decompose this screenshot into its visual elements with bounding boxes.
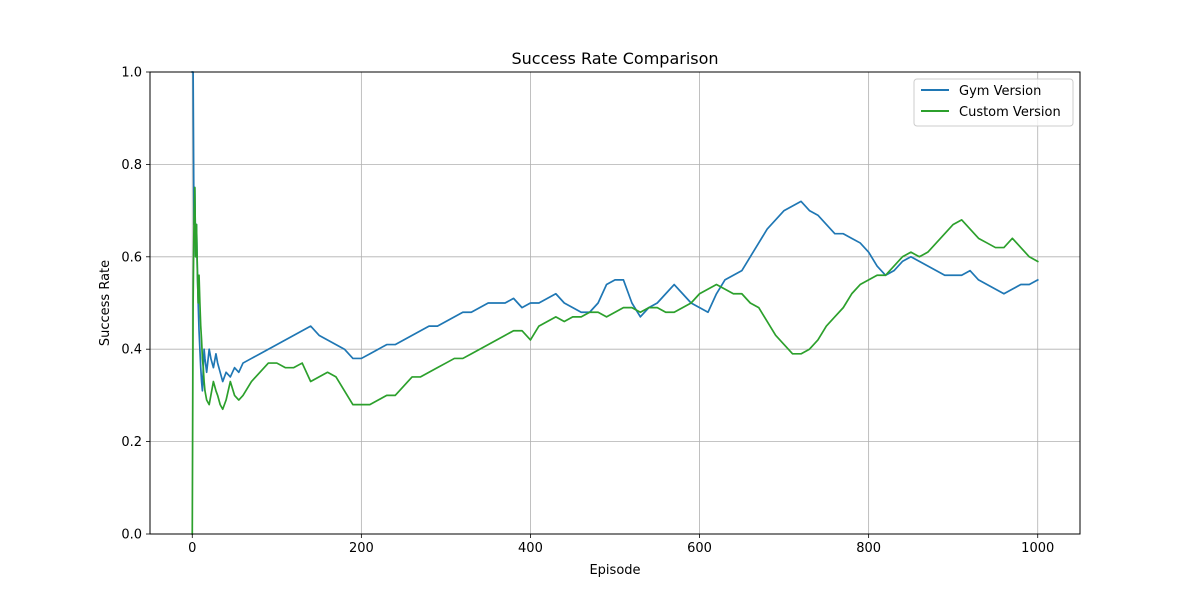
series-line-gym-version [191,71,1039,392]
x-tick-label: 400 [518,541,543,556]
legend-label-gym-version: Gym Version [959,84,1041,99]
legend-frame [913,78,1074,127]
plot-area-frame [149,71,1081,535]
y-tick-label: 1.0 [121,66,142,81]
chart-title: Success Rate Comparison [511,49,718,68]
x-tick-label: 1000 [1021,541,1054,556]
y-tick-label: 0.0 [121,528,142,543]
y-tick-label: 0.8 [121,158,142,173]
series-layer [191,71,1039,535]
x-tick-label: 0 [188,541,196,556]
x-tick-label: 600 [687,541,712,556]
x-axis-label: Episode [589,563,640,578]
legend-label-custom-version: Custom Version [959,105,1061,120]
y-tick-label: 0.4 [121,343,142,358]
grid-layer [150,71,1080,535]
legend: Gym Version Custom Version [913,78,1074,127]
ticks-layer: 0 200 400 600 800 1000 0.0 0.2 0.4 0.6 0.8 1.0 [121,66,1054,557]
x-tick-label: 200 [349,541,374,556]
y-tick-label: 0.6 [121,250,142,265]
series-line-custom-version [191,186,1039,535]
y-tick-label: 0.2 [121,435,142,450]
y-axis-label: Success Rate [98,260,113,346]
x-tick-label: 800 [856,541,881,556]
